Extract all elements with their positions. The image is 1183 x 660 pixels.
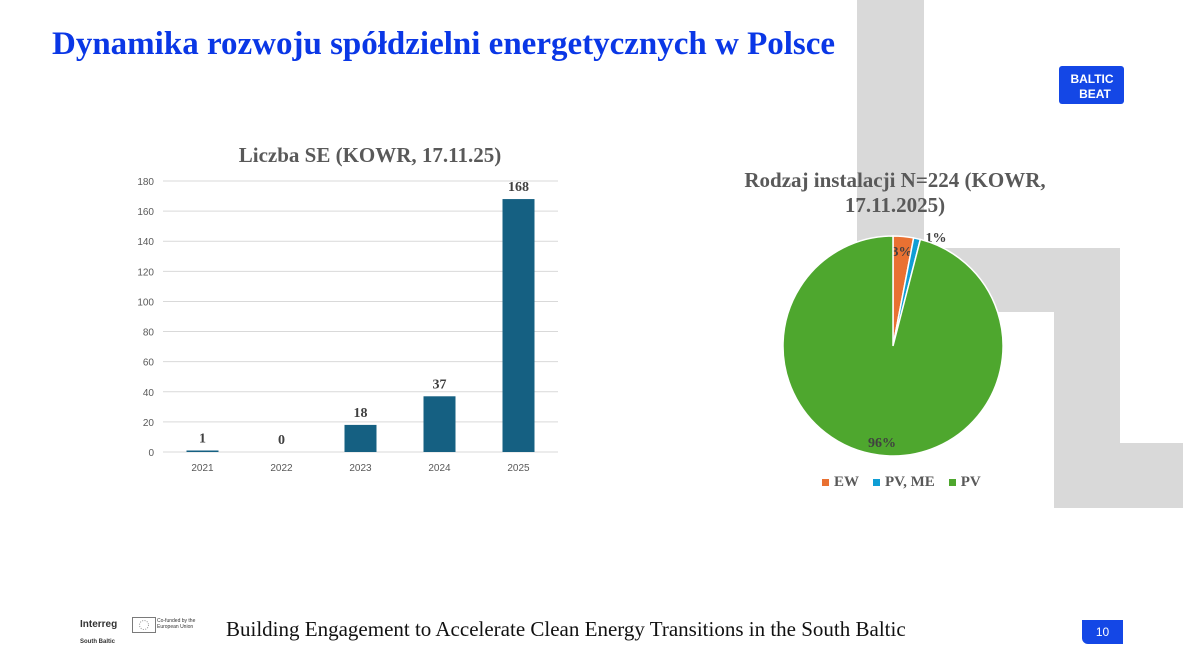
legend-label-pv-me: PV, ME (885, 474, 935, 490)
svg-text:BEAT: BEAT (1079, 87, 1111, 101)
decor-shape-right-tab (1120, 443, 1183, 508)
eu-cofunded-text: Co-funded by the European Union (157, 618, 196, 630)
bar-chart-title: Liczba SE (KOWR, 17.11.25) (238, 143, 502, 167)
data-label: 168 (508, 180, 529, 195)
pie-slice (782, 235, 1004, 457)
interreg-logo: Interreg South Baltic (80, 619, 118, 645)
x-tick-label: 2023 (349, 463, 372, 474)
y-tick-label: 100 (137, 297, 154, 308)
footer-text: Building Engagement to Accelerate Clean … (226, 617, 906, 641)
pie-chart-title: Rodzaj instalacji N=224 (KOWR, 17.11.202… (744, 168, 1046, 217)
y-tick-label: 20 (143, 418, 155, 429)
interreg-logo-text: Interreg (80, 619, 118, 630)
bar (502, 199, 535, 452)
interreg-logo-subtitle: South Baltic (80, 639, 116, 645)
pie-legend: EW PV, ME PV (822, 474, 981, 491)
data-label: 0 (278, 433, 285, 448)
slide-title: Dynamika rozwoju spółdzielni energetyczn… (52, 26, 836, 62)
baltic-beat-logo: BALTIC BEAT (1059, 66, 1124, 104)
data-label: 37 (433, 377, 447, 392)
data-label: 18 (354, 406, 368, 421)
y-tick-label: 180 (137, 177, 154, 188)
y-tick-label: 140 (137, 237, 154, 248)
x-tick-label: 2024 (428, 463, 451, 474)
legend-item-ew: EW (822, 474, 859, 491)
page-number: 10 (1082, 620, 1123, 644)
y-tick-label: 40 (143, 388, 155, 399)
y-tick-label: 120 (137, 267, 154, 278)
y-tick-label: 60 (143, 358, 155, 369)
x-tick-label: 2025 (507, 463, 530, 474)
bar (186, 450, 219, 452)
decor-shape-right (1054, 312, 1120, 508)
x-tick-label: 2021 (191, 463, 214, 474)
data-label: 1 (199, 431, 206, 446)
legend-swatch-ew (822, 479, 829, 486)
eu-flag-icon (132, 617, 156, 633)
svg-text:BALTIC: BALTIC (1070, 72, 1113, 86)
decor-shape-vertical (857, 0, 924, 248)
y-tick-label: 160 (137, 207, 154, 218)
x-tick-label: 2022 (270, 463, 293, 474)
legend-item-pv-me: PV, ME (873, 474, 935, 491)
pie-data-label: 96% (868, 436, 896, 451)
pie-data-label: 3% (892, 245, 913, 260)
y-tick-label: 80 (143, 328, 155, 339)
bar (344, 424, 377, 452)
legend-label-pv: PV (960, 474, 981, 490)
legend-swatch-pv (948, 479, 956, 486)
legend-item-pv: PV (948, 474, 981, 491)
legend-swatch-pv-me (873, 479, 881, 486)
bar (423, 396, 456, 452)
legend-label-ew: EW (834, 474, 860, 490)
y-tick-label: 0 (148, 448, 154, 459)
